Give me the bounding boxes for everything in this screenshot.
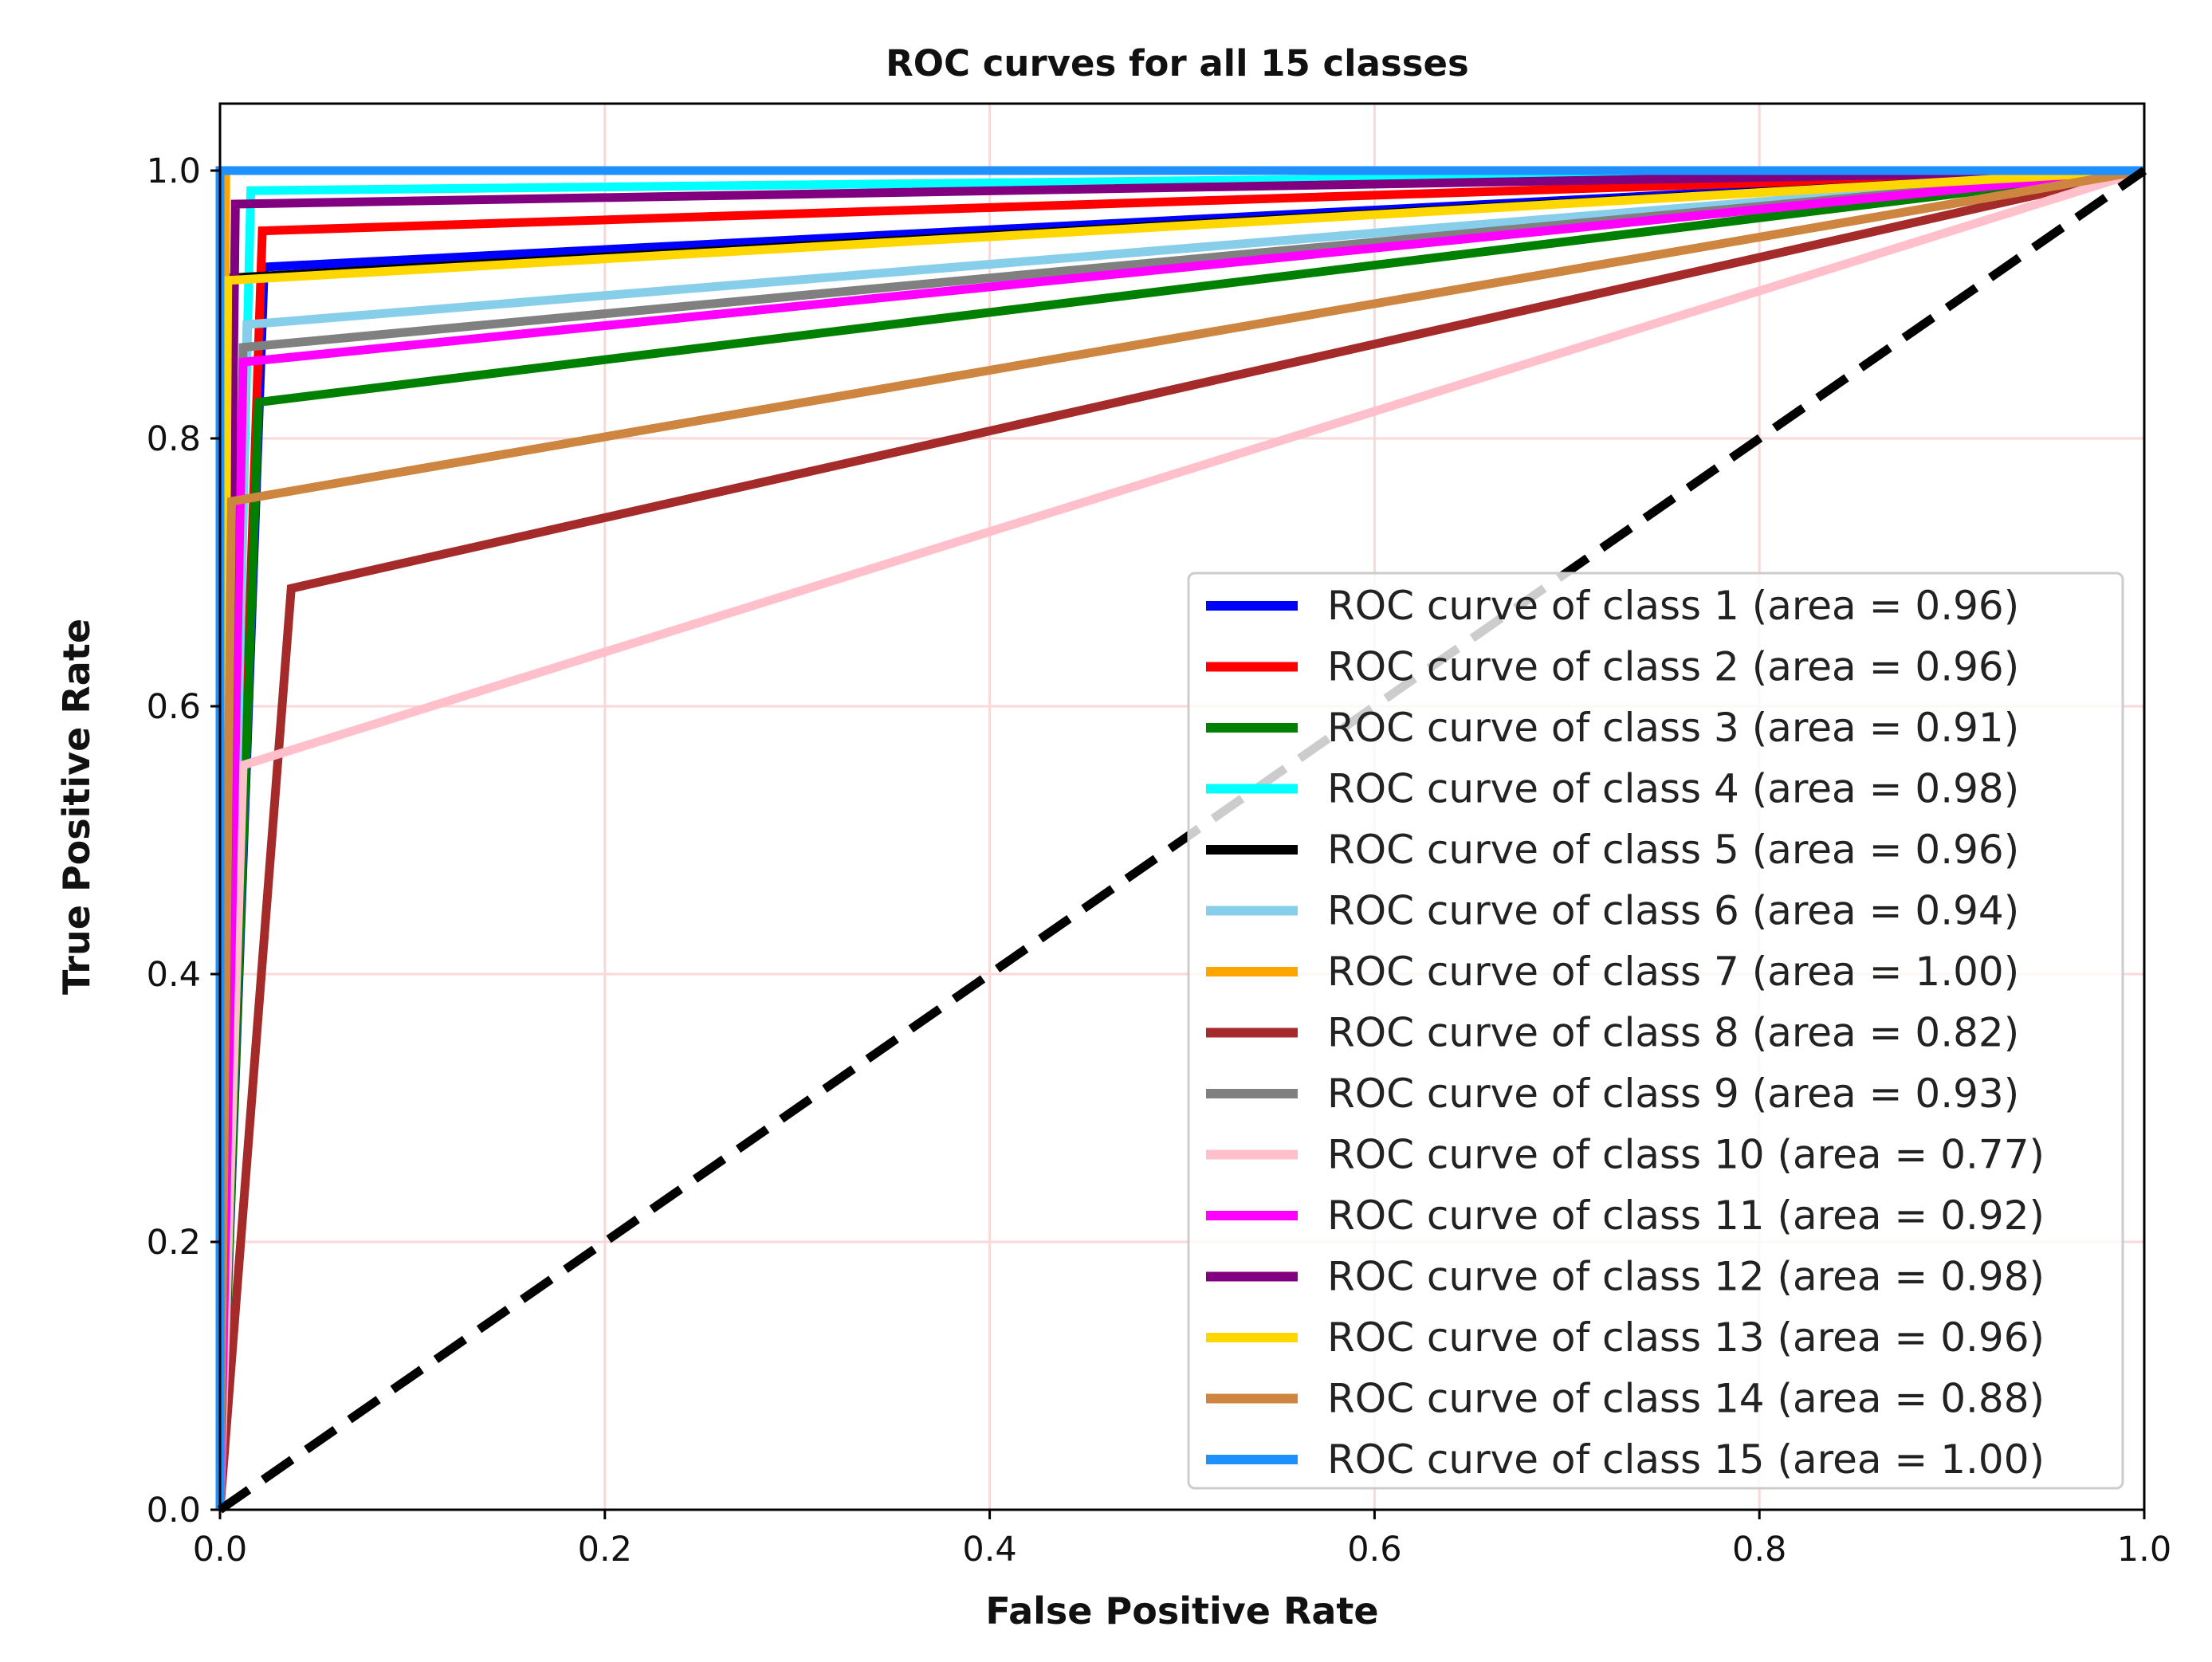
- chance-line: [217, 167, 2147, 1514]
- chart-title: ROC curves for all 15 classes: [886, 42, 1469, 84]
- legend-label-class-11: ROC curve of class 11 (area = 0.92): [1327, 1192, 2045, 1239]
- legend-label-class-2: ROC curve of class 2 (area = 0.96): [1327, 644, 2019, 690]
- legend-label-class-8: ROC curve of class 8 (area = 0.82): [1327, 1010, 2019, 1056]
- legend-label-class-5: ROC curve of class 5 (area = 0.96): [1327, 827, 2019, 873]
- legend: ROC curve of class 1 (area = 0.96) ROC cu…: [1187, 572, 2124, 1490]
- x-tick-label-5: 1.0: [2117, 1530, 2171, 1570]
- x-tick-label-0: 0.0: [193, 1530, 247, 1570]
- legend-label-class-6: ROC curve of class 6 (area = 0.94): [1327, 888, 2019, 934]
- x-tick-label-2: 0.4: [962, 1530, 1016, 1570]
- roc-curve-class-8: [215, 166, 2146, 1511]
- legend-label-class-10: ROC curve of class 10 (area = 0.77): [1327, 1132, 2045, 1178]
- roc-curves: [215, 166, 2146, 1511]
- x-axis-ticks: 0.0 0.2 0.4 0.6 0.8 1.0: [193, 1510, 2171, 1570]
- legend-label-class-1: ROC curve of class 1 (area = 0.96): [1327, 583, 2019, 629]
- x-axis-label: False Positive Rate: [985, 1589, 1378, 1633]
- chance-line-layer: [217, 167, 2147, 1514]
- plot-frame: [218, 102, 2146, 1511]
- y-tick-label-3: 0.6: [147, 687, 201, 727]
- legend-label-class-9: ROC curve of class 9 (area = 0.93): [1327, 1071, 2019, 1117]
- y-tick-label-5: 1.0: [147, 151, 201, 191]
- y-tick-label-4: 0.8: [147, 419, 201, 459]
- legend-label-class-3: ROC curve of class 3 (area = 0.91): [1327, 705, 2019, 751]
- x-tick-label-3: 0.6: [1347, 1530, 1401, 1570]
- x-tick-label-1: 0.2: [578, 1530, 632, 1570]
- x-tick-label-4: 0.8: [1732, 1530, 1786, 1570]
- legend-label-class-4: ROC curve of class 4 (area = 0.98): [1327, 766, 2019, 812]
- y-tick-label-2: 0.4: [147, 955, 201, 995]
- legend-label-class-14: ROC curve of class 14 (area = 0.88): [1327, 1376, 2045, 1422]
- legend-label-class-12: ROC curve of class 12 (area = 0.98): [1327, 1254, 2045, 1300]
- legend-box: [1187, 572, 2124, 1490]
- y-tick-label-1: 0.2: [147, 1223, 201, 1263]
- y-axis-label: True Positive Rate: [55, 619, 98, 995]
- y-axis-ticks: 0.0 0.2 0.4 0.6 0.8 1.0: [147, 151, 220, 1530]
- y-tick-label-0: 0.0: [147, 1491, 201, 1530]
- legend-label-class-7: ROC curve of class 7 (area = 1.00): [1327, 949, 2019, 995]
- legend-label-class-15: ROC curve of class 15 (area = 1.00): [1327, 1436, 2045, 1483]
- legend-label-class-13: ROC curve of class 13 (area = 0.96): [1327, 1314, 2045, 1361]
